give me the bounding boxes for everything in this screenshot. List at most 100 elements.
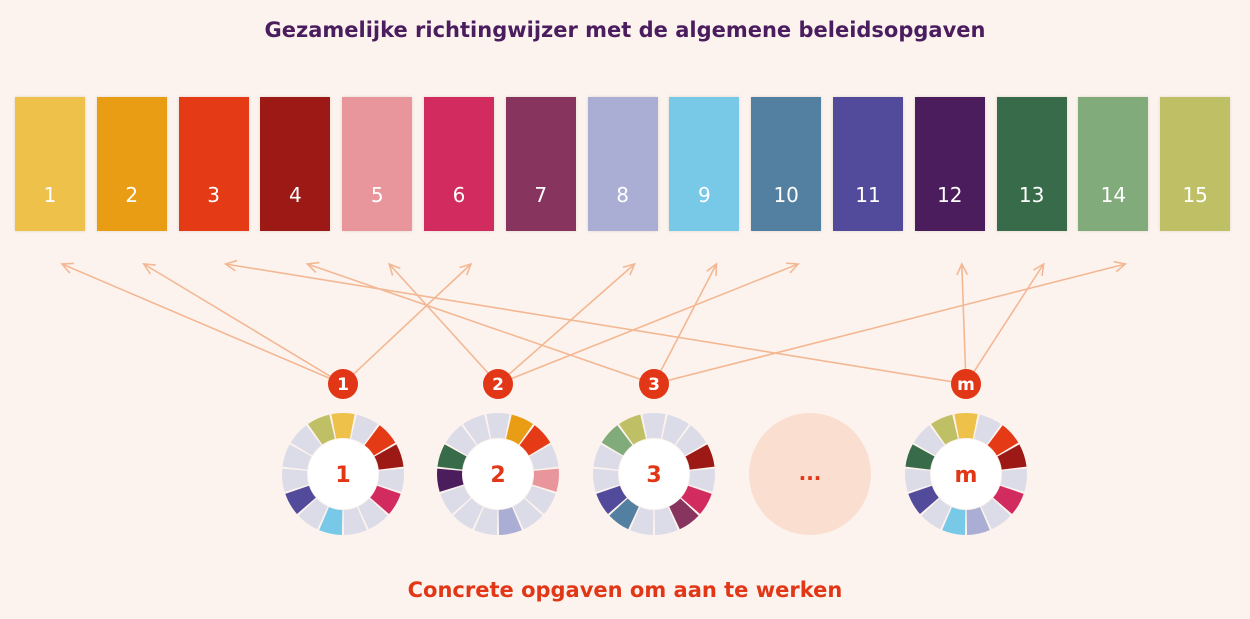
ring-segment-10 xyxy=(609,498,639,530)
ring-segment-10 xyxy=(298,498,328,530)
arrow xyxy=(653,260,1128,385)
ring-segment-14 xyxy=(290,425,322,456)
task-badge-label: 3 xyxy=(648,375,660,395)
ring-center xyxy=(931,439,1001,509)
ellipsis-label: ... xyxy=(799,461,822,485)
goal-tile-label: 6 xyxy=(452,183,466,207)
goal-tile-13: 13 xyxy=(996,97,1067,231)
arrow xyxy=(60,262,344,385)
goal-tile-10: 10 xyxy=(751,97,822,231)
goal-tile-label: 2 xyxy=(125,183,139,207)
ring-segment-11 xyxy=(440,485,471,515)
ring-center xyxy=(619,439,689,509)
arrow xyxy=(965,262,1045,385)
task-badge xyxy=(328,369,358,399)
goal-tile-label: 12 xyxy=(937,183,963,207)
task-ring-label: 1 xyxy=(335,463,350,488)
arrow xyxy=(223,259,967,385)
ring-segment-8 xyxy=(966,507,990,535)
ring-segment-15 xyxy=(931,414,958,445)
goal-tile-14: 14 xyxy=(1078,97,1149,231)
ring-segment-13 xyxy=(593,444,623,470)
goal-tile-label: 13 xyxy=(1018,183,1045,207)
task-ring-label: 2 xyxy=(490,463,505,488)
ring-segment-1 xyxy=(331,412,355,439)
ring-segment-15 xyxy=(619,414,646,445)
ring-segment-12 xyxy=(592,468,620,492)
goal-tile-3: 3 xyxy=(178,97,249,231)
ring-segment-9 xyxy=(319,507,343,535)
goal-tile-label: 14 xyxy=(1100,183,1127,207)
task-ring-label: 3 xyxy=(646,463,661,488)
task-ellipsis: ... xyxy=(749,413,871,535)
ring-segment-1 xyxy=(954,413,978,439)
ring-segment-11 xyxy=(596,485,627,515)
ring-segment-13 xyxy=(437,444,467,470)
ring-segment-11 xyxy=(285,485,316,515)
ring-segment-2 xyxy=(974,414,1001,445)
ring-segment-15 xyxy=(463,414,490,445)
ring-segment-2 xyxy=(506,414,533,445)
ring-segment-7 xyxy=(513,498,543,530)
task-ring-label: m xyxy=(955,463,978,488)
ring-segment-14 xyxy=(601,425,633,456)
ring-segment-2 xyxy=(351,414,378,445)
goal-tile-2: 2 xyxy=(96,97,167,231)
goal-tile-11: 11 xyxy=(833,97,903,231)
ring-segment-14 xyxy=(445,425,477,456)
ring-segment-6 xyxy=(525,485,556,515)
ring-segment-10 xyxy=(453,498,483,530)
ring-segment-12 xyxy=(282,468,309,492)
ring-segment-7 xyxy=(358,498,388,530)
ring-segment-14 xyxy=(913,425,945,456)
ellipsis-circle xyxy=(749,413,871,535)
ring-segment-5 xyxy=(1000,468,1027,492)
goal-tile-label: 5 xyxy=(370,183,384,207)
ring-center xyxy=(308,439,378,509)
arrow xyxy=(956,262,969,385)
ring-segment-1 xyxy=(642,412,666,439)
ring-segment-7 xyxy=(669,498,699,530)
ring-segment-3 xyxy=(364,425,396,456)
ring-segment-3 xyxy=(675,425,707,456)
ring-segment-5 xyxy=(532,468,559,492)
ring-segment-12 xyxy=(905,468,932,492)
ring-segment-8 xyxy=(498,507,522,535)
task-ring xyxy=(436,412,559,535)
task-badge-label: 1 xyxy=(337,375,349,395)
ring-segment-6 xyxy=(681,485,712,515)
goal-tile-8: 8 xyxy=(587,97,658,231)
task-badge-label: 2 xyxy=(492,375,504,395)
ring-center xyxy=(463,439,533,509)
arrow xyxy=(497,262,636,385)
goal-tile-6: 6 xyxy=(424,97,494,231)
task-ring xyxy=(905,413,1027,535)
goal-tile-label: 3 xyxy=(207,183,220,207)
goal-tile-4: 4 xyxy=(260,97,331,231)
arrow xyxy=(497,262,800,385)
goal-tile-label: 11 xyxy=(855,183,881,207)
ring-segment-6 xyxy=(993,485,1024,515)
diagram-title: Gezamelijke richtingwijzer met de algeme… xyxy=(264,18,986,42)
goal-tile-label: 10 xyxy=(773,183,799,207)
ring-segment-9 xyxy=(942,507,966,535)
diagram-footer: Concrete opgaven om aan te werken xyxy=(407,578,843,602)
goal-tile-label: 7 xyxy=(534,183,548,207)
ring-segment-4 xyxy=(685,444,715,470)
goal-tile-15: 15 xyxy=(1160,97,1231,231)
ring-segment-10 xyxy=(921,498,951,530)
ring-segment-15 xyxy=(308,414,335,445)
goal-tile-label: 4 xyxy=(289,183,302,207)
ring-segment-8 xyxy=(654,507,678,535)
ring-segment-4 xyxy=(997,444,1027,470)
task-ring xyxy=(592,412,715,535)
task-badge-label: m xyxy=(957,375,975,395)
arrow xyxy=(653,262,718,385)
arrows xyxy=(60,259,1128,385)
ring-segment-8 xyxy=(343,507,367,535)
goal-tile-12: 12 xyxy=(914,97,985,231)
ring-segment-3 xyxy=(987,425,1019,456)
arrow xyxy=(387,262,499,385)
goal-tile-7: 7 xyxy=(505,97,576,231)
